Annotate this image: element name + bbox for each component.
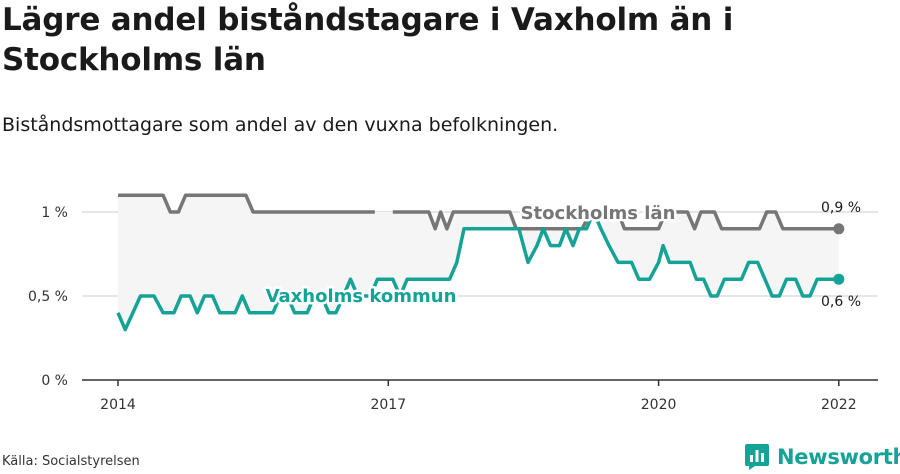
line-chart: 0 % 0,5 % 1 % Stockholms län Vaxholms kommun… xyxy=(28,193,878,413)
series-label-stockholms-lan: Stockholms län xyxy=(521,203,676,224)
end-value-label: 0,6 % xyxy=(821,294,861,310)
y-tick-label: 0 % xyxy=(41,373,68,389)
source-note: Källa: Socialstyrelsen xyxy=(2,454,140,469)
x-tick-label: 2022 xyxy=(821,397,857,413)
newsworthy-logo-icon xyxy=(745,444,769,470)
series-label-vaxholms-kommun: Vaxholms kommun xyxy=(266,286,457,307)
chart-title: Lägre andel biståndstagare i Vaxholm än … xyxy=(2,2,734,78)
brand-name: Newsworthy xyxy=(777,445,900,469)
series-end-dot xyxy=(833,273,845,285)
end-value-label: 0,9 % xyxy=(821,200,861,216)
x-tick-label: 2017 xyxy=(370,397,406,413)
y-tick-label: 0,5 % xyxy=(28,289,68,305)
chart-subtitle: Biståndsmottagare som andel av den vuxna… xyxy=(2,114,559,136)
brand: Newsworthy xyxy=(745,442,900,472)
x-tick-label: 2014 xyxy=(100,397,136,413)
series-line-stockholms-lan xyxy=(118,193,839,231)
series-line-vaxholms-kommun xyxy=(116,210,839,332)
series-end-dot xyxy=(833,223,845,235)
gap-band xyxy=(118,195,839,330)
y-tick-label: 1 % xyxy=(41,205,68,221)
x-tick-label: 2020 xyxy=(641,397,677,413)
